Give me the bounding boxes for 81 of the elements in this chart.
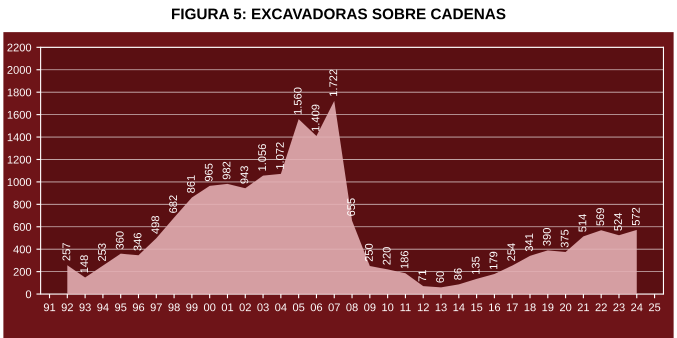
data-label: 148	[80, 255, 88, 272]
data-label: 60	[436, 271, 444, 283]
x-tick-label: 91	[44, 303, 56, 312]
y-tick-label: 200	[14, 268, 32, 276]
y-tick-label: 600	[14, 223, 32, 231]
x-tick-label: 16	[489, 303, 500, 312]
y-tick-label: 1400	[8, 133, 32, 142]
data-label: 341	[525, 234, 533, 252]
x-tick-label: 06	[310, 303, 322, 312]
x-tick-label: 18	[524, 303, 536, 312]
x-tick-label: 94	[97, 303, 109, 312]
data-label: 1.056	[258, 144, 266, 171]
x-tick-label: 15	[471, 303, 482, 312]
data-label: 186	[400, 250, 408, 268]
y-tick-label: 800	[14, 200, 32, 208]
chart-title: FIGURA 5: EXCAVADORAS SOBRE CADENAS	[172, 8, 506, 20]
x-tick-label: 92	[62, 303, 73, 312]
data-label: 1.409	[312, 104, 320, 132]
x-tick-label: 02	[240, 303, 251, 312]
data-label: 86	[454, 268, 462, 280]
x-tick-label: 96	[132, 303, 144, 312]
y-tick-label: 1200	[8, 156, 32, 164]
data-label: 220	[382, 247, 391, 265]
data-label: 253	[98, 243, 106, 261]
x-tick-label: 09	[364, 303, 376, 312]
x-tick-label: 17	[506, 303, 518, 312]
y-tick-label: 2200	[7, 44, 32, 52]
data-label: 524	[614, 212, 622, 231]
x-tick-label: 20	[560, 303, 572, 312]
x-tick-label: 10	[382, 303, 394, 312]
data-label: 71	[418, 270, 426, 282]
x-tick-label: 99	[186, 303, 198, 312]
data-label: 254	[507, 243, 516, 261]
x-tick-label: 23	[613, 303, 625, 312]
x-tick-label: 21	[578, 303, 590, 312]
data-label: 390	[542, 228, 551, 246]
x-tick-label: 19	[542, 303, 554, 312]
x-tick-label: 00	[204, 303, 216, 312]
data-label: 1.722	[329, 70, 338, 96]
x-tick-label: 03	[257, 303, 269, 312]
y-tick-label: 1600	[8, 110, 32, 119]
x-tick-label: 08	[346, 303, 358, 312]
y-tick-label: 2000	[7, 66, 32, 74]
x-tick-label: 07	[328, 303, 340, 312]
data-label: 572	[632, 208, 640, 226]
data-label: 135	[472, 256, 480, 274]
data-label: 514	[578, 214, 586, 232]
y-tick-label: 400	[13, 245, 32, 254]
data-label: 1.072	[276, 142, 284, 169]
x-tick-label: 95	[115, 303, 126, 312]
y-tick-label: 1800	[8, 88, 32, 96]
x-tick-label: 25	[648, 303, 660, 312]
data-label: 179	[490, 252, 498, 269]
data-label: 250	[364, 244, 373, 262]
x-tick-label: 05	[292, 303, 304, 312]
x-tick-label: 12	[418, 303, 429, 312]
x-tick-label: 93	[79, 303, 91, 312]
x-tick-label: 04	[275, 303, 287, 312]
data-label: 682	[169, 195, 178, 213]
x-tick-label: 13	[436, 303, 447, 312]
x-tick-label: 98	[168, 303, 180, 312]
data-label: 965	[204, 164, 213, 182]
x-tick-label: 11	[400, 303, 411, 312]
data-label: 943	[240, 166, 248, 184]
data-label: 861	[186, 175, 195, 193]
data-label: 1.560	[294, 88, 302, 114]
data-label: 375	[560, 230, 569, 248]
y-tick-label: 0	[26, 290, 32, 298]
data-label: 346	[134, 233, 142, 251]
x-tick-label: 24	[631, 303, 643, 312]
data-label: 360	[116, 231, 124, 250]
x-tick-label: 14	[453, 303, 465, 312]
data-label: 498	[151, 216, 160, 234]
x-tick-label: 22	[596, 303, 607, 312]
data-label: 569	[596, 208, 604, 226]
data-label: 982	[222, 162, 230, 180]
x-tick-label: 97	[150, 303, 162, 312]
data-label: 257	[62, 243, 70, 261]
x-tick-label: 01	[222, 303, 234, 312]
y-tick-label: 1000	[8, 178, 32, 186]
data-label: 655	[347, 198, 356, 216]
